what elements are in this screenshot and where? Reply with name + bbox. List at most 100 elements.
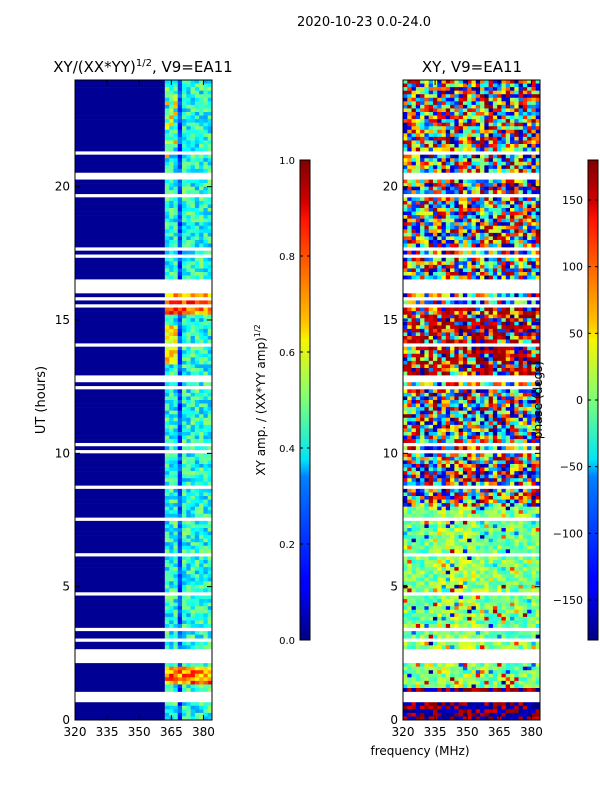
heatmap-cell [186, 456, 191, 461]
heatmap-cell [505, 396, 511, 401]
heatmap-cell [207, 453, 213, 458]
heatmap-cell [169, 357, 174, 362]
heatmap-cell [437, 87, 442, 91]
heatmap-cell [207, 321, 213, 326]
heatmap-cell [441, 336, 447, 340]
heatmap-cell [475, 165, 481, 170]
heatmap-cell [441, 328, 447, 333]
heatmap-cell [484, 115, 489, 120]
heatmap-cell [169, 275, 174, 280]
heatmap-cell [505, 257, 511, 262]
heatmap-cell [407, 112, 412, 116]
heatmap-cell [75, 154, 165, 159]
heatmap-cell [497, 364, 502, 369]
heatmap-cell [501, 108, 507, 113]
heatmap-cell [173, 133, 179, 138]
heatmap-cell [182, 396, 187, 401]
heatmap-cell [173, 563, 179, 568]
heatmap-cell [428, 126, 434, 131]
heatmap-cell [462, 101, 468, 106]
heatmap-cell [186, 140, 191, 145]
heatmap-cell [501, 179, 507, 184]
heatmap-cell [407, 257, 412, 262]
heatmap-cell [207, 563, 213, 568]
heatmap-cell [522, 236, 528, 241]
heatmap-cell [522, 325, 528, 330]
heatmap-cell [207, 556, 213, 561]
heatmap-cell [510, 147, 515, 152]
heatmap-cell [505, 314, 511, 319]
heatmap-cell [480, 215, 485, 219]
heatmap-cell [207, 620, 213, 625]
heatmap-cell [458, 186, 464, 191]
heatmap-cell [203, 503, 209, 507]
heatmap-cell [199, 257, 204, 262]
heatmap-cell [415, 83, 421, 88]
heatmap-cell [173, 357, 179, 362]
heatmap-cell [514, 232, 519, 237]
heatmap-cell [445, 368, 451, 372]
heatmap-cell [207, 471, 213, 475]
heatmap-cell [535, 368, 541, 372]
heatmap-cell [467, 410, 472, 415]
heatmap-cell [480, 261, 485, 266]
heatmap-cell [480, 250, 485, 255]
heatmap-cell [186, 549, 191, 554]
heatmap-cell [186, 321, 191, 326]
heatmap-cell [484, 200, 489, 205]
heatmap-cell [527, 80, 532, 84]
heatmap-cell [535, 414, 541, 419]
heatmap-cell [407, 456, 412, 461]
heatmap-cell [199, 122, 204, 127]
heatmap-cell [505, 161, 511, 166]
heatmap-cell [169, 613, 174, 618]
heatmap-cell [203, 556, 209, 561]
heatmap-cell [190, 168, 196, 173]
heatmap-cell [535, 200, 541, 205]
heatmap-cell [492, 414, 498, 419]
heatmap-cell [522, 275, 528, 280]
heatmap-cell [450, 83, 455, 88]
heatmap-cell [437, 446, 442, 451]
heatmap-cell [527, 168, 532, 173]
heatmap-cell [484, 396, 489, 401]
heatmap-cell [420, 496, 425, 500]
heatmap-cell [182, 197, 187, 202]
heatmap-cell [207, 613, 213, 618]
heatmap-cell [514, 133, 519, 138]
heatmap-cell [531, 332, 537, 337]
heatmap-cell [531, 400, 537, 404]
heatmap-cell [450, 392, 455, 397]
heatmap-cell [199, 417, 204, 422]
heatmap-cell [428, 112, 434, 116]
heatmap-cell [527, 424, 532, 429]
heatmap-cell [403, 417, 408, 422]
heatmap-cell [488, 471, 494, 475]
heatmap-cell [535, 225, 541, 230]
heatmap-cell [531, 101, 537, 106]
heatmap-cell [467, 268, 472, 273]
heatmap-cell [535, 250, 541, 255]
heatmap-cell [484, 104, 489, 109]
heatmap-cell [510, 144, 515, 148]
heatmap-cell [467, 350, 472, 355]
heatmap-cell [203, 645, 209, 650]
heatmap-cell [445, 353, 451, 358]
heatmap-cell [441, 392, 447, 397]
heatmap-cell [514, 453, 519, 458]
heatmap-cell [190, 211, 196, 216]
heatmap-cell [194, 403, 200, 408]
heatmap-cell [407, 311, 412, 315]
heatmap-cell [199, 467, 204, 472]
heatmap-cell [450, 432, 455, 436]
heatmap-cell [441, 314, 447, 319]
heatmap-cell [169, 439, 174, 443]
heatmap-cell [415, 179, 421, 184]
heatmap-cell [194, 506, 200, 511]
heatmap-cell [432, 186, 438, 191]
heatmap-cell [164, 673, 170, 678]
heatmap-cell [531, 353, 537, 358]
heatmap-cell [454, 108, 459, 113]
heatmap-cell [177, 503, 183, 507]
heatmap-cell [497, 478, 502, 483]
